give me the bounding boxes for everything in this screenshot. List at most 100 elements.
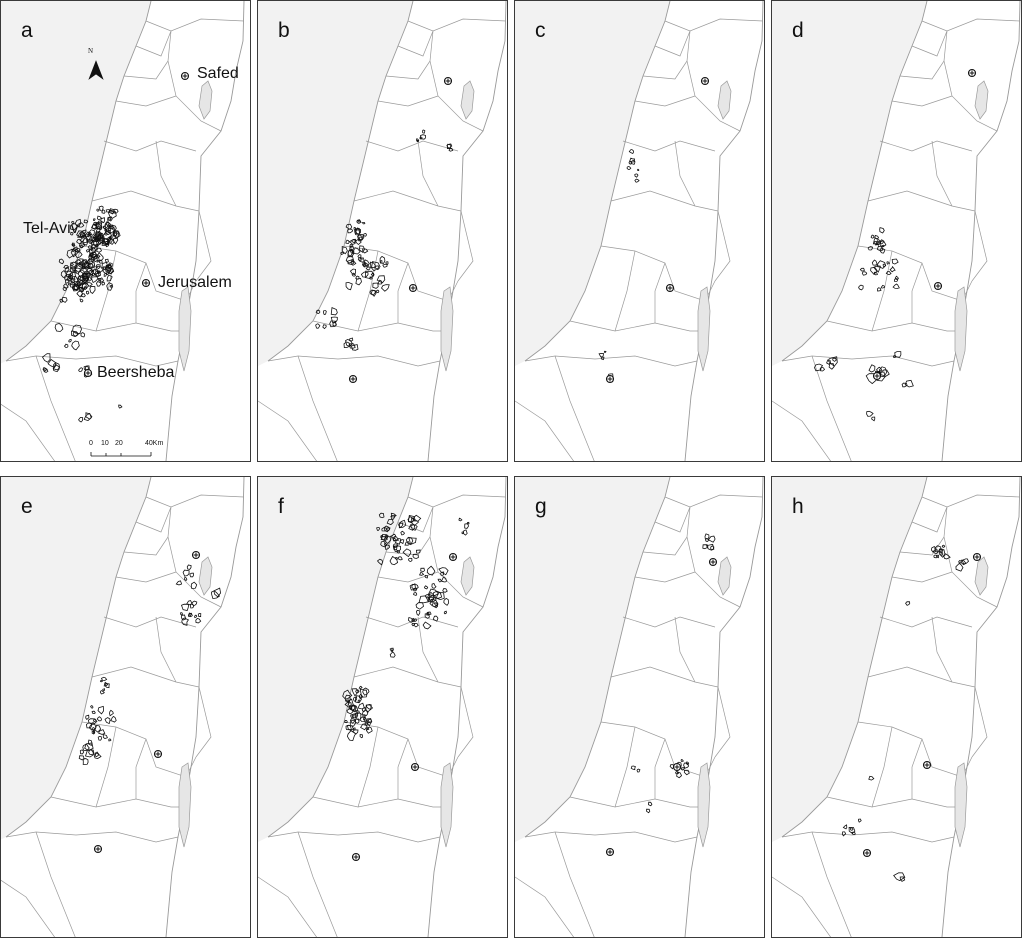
- city-label-jerusalem: Jerusalem: [158, 274, 232, 291]
- settlement-cluster: [346, 708, 354, 715]
- settlement-cluster: [412, 553, 419, 559]
- settlement-cluster: [111, 224, 117, 232]
- map-panel-f: f: [257, 476, 508, 938]
- district-boundary: [524, 355, 698, 367]
- settlement-cluster: [876, 245, 884, 252]
- scale-tick-10: 10: [101, 440, 109, 447]
- lake-dead-sea: [440, 762, 454, 848]
- settlement-cluster: [879, 227, 885, 234]
- settlement-cluster: [99, 679, 103, 683]
- map-content: [258, 1, 507, 461]
- settlement-cluster: [47, 358, 57, 369]
- settlement-cluster: [880, 284, 886, 289]
- settlement-cluster: [868, 364, 876, 373]
- settlement-cluster: [705, 543, 715, 551]
- lake-kinneret: [198, 556, 213, 596]
- settlement-cluster: [873, 271, 879, 276]
- settlement-cluster: [82, 758, 89, 765]
- settlement-cluster: [389, 533, 396, 539]
- lake-dead-sea: [178, 286, 192, 372]
- settlement-cluster: [85, 249, 90, 253]
- settlement-cluster: [873, 241, 879, 246]
- settlement-cluster: [350, 713, 354, 719]
- settlement-cluster: [70, 330, 80, 337]
- settlement-cluster: [351, 688, 359, 697]
- district-boundary: [686, 30, 741, 132]
- settlement-cluster: [648, 801, 653, 807]
- settlement-cluster: [70, 231, 74, 236]
- settlement-cluster: [354, 229, 361, 236]
- settlement-cluster: [440, 571, 445, 576]
- settlement-cluster: [438, 567, 449, 576]
- settlement-cluster: [108, 738, 112, 742]
- settlement-cluster: [905, 601, 911, 606]
- district-boundary: [5, 355, 179, 367]
- settlement-cluster: [79, 287, 85, 293]
- settlement-cluster: [88, 229, 95, 236]
- settlement-cluster: [600, 356, 605, 361]
- city-marker-cross: [445, 78, 451, 84]
- settlement-cluster: [354, 695, 362, 704]
- district-boundary: [50, 796, 184, 808]
- map-panel-c: c: [514, 0, 765, 462]
- settlement-cluster: [412, 514, 422, 522]
- district-boundary: [145, 18, 245, 32]
- settlement-cluster: [361, 709, 369, 717]
- settlement-cluster: [466, 521, 470, 525]
- settlement-cluster: [362, 262, 370, 268]
- map-panel-g: g: [514, 476, 765, 938]
- lake-kinneret: [198, 80, 213, 120]
- settlement-cluster: [389, 647, 394, 652]
- settlement-cluster: [85, 714, 90, 720]
- settlement-cluster: [189, 572, 194, 578]
- district-boundary: [353, 190, 462, 212]
- district-boundary: [429, 30, 484, 132]
- settlement-cluster: [182, 569, 190, 577]
- city-marker-cross: [143, 280, 149, 286]
- settlement-cluster: [819, 366, 826, 372]
- city-marker-cross: [969, 70, 975, 76]
- settlement-cluster: [936, 554, 940, 559]
- settlement-cluster: [82, 229, 87, 234]
- coastline: [5, 1, 152, 362]
- settlement-cluster: [446, 143, 453, 149]
- panel-label: h: [792, 495, 804, 518]
- settlement-cluster: [347, 228, 354, 234]
- settlement-cluster: [382, 263, 388, 268]
- settlement-cluster: [402, 548, 412, 558]
- lake-dead-sea: [954, 762, 968, 848]
- settlement-cluster: [443, 597, 449, 606]
- settlement-cluster: [92, 238, 99, 248]
- district-boundary: [297, 831, 338, 937]
- settlement-cluster: [104, 683, 110, 689]
- map-svg: [772, 477, 1021, 937]
- settlement-cluster: [91, 710, 96, 715]
- city-marker-cross: [410, 285, 416, 291]
- settlement-cluster: [87, 718, 98, 725]
- settlement-cluster: [52, 364, 60, 373]
- settlement-cluster: [348, 337, 354, 342]
- district-boundary: [971, 686, 988, 758]
- district-boundary: [569, 796, 703, 808]
- settlement-cluster: [110, 715, 117, 723]
- settlement-cluster: [360, 271, 369, 278]
- settlement-cluster: [893, 278, 898, 282]
- map-svg: [258, 1, 507, 461]
- settlement-cluster: [894, 275, 899, 281]
- sea-area: [258, 1, 413, 366]
- eastern-border: [427, 477, 507, 937]
- settlement-cluster: [879, 239, 884, 245]
- settlement-cluster: [359, 257, 365, 263]
- settlement-cluster: [814, 363, 824, 372]
- district-boundary: [610, 666, 719, 688]
- settlement-cluster: [102, 733, 108, 739]
- settlement-cluster: [704, 533, 710, 540]
- settlement-cluster: [866, 410, 874, 417]
- sea-area: [1, 1, 151, 364]
- city-label-tel-aviv: Tel-Aviv: [23, 220, 79, 237]
- city-marker-cross: [607, 849, 613, 855]
- settlement-cluster: [349, 717, 357, 724]
- north-arrow-label: N: [88, 47, 94, 55]
- settlement-cluster: [386, 518, 394, 526]
- settlement-cluster: [943, 553, 951, 560]
